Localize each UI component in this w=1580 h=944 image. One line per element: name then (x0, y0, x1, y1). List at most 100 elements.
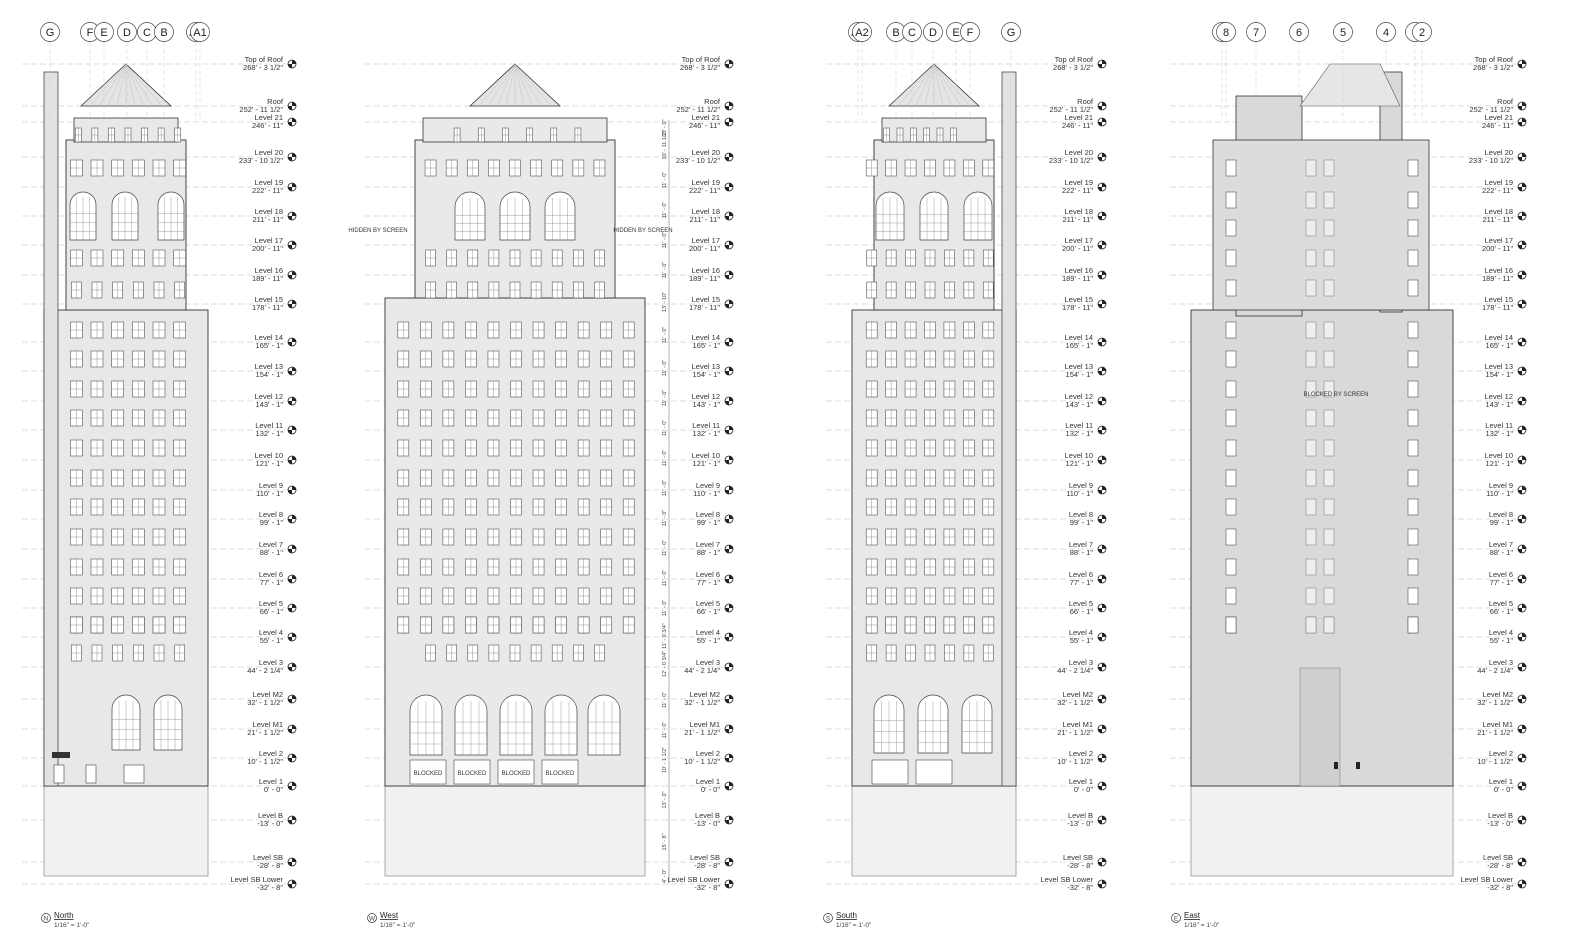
level-marker-fill (725, 725, 733, 733)
level-name: Level M2 (1483, 690, 1513, 699)
grid-bubble (852, 22, 872, 42)
level-elevation: 77' - 1" (697, 578, 721, 587)
level-marker-fill (1098, 816, 1106, 824)
window (1407, 528, 1419, 546)
window (1305, 616, 1317, 634)
level-marker-fill (725, 241, 733, 249)
grid-label: G (1007, 27, 1016, 39)
level-name: Level 3 (1489, 658, 1513, 667)
window (1323, 528, 1335, 546)
dimension-text: 11' - 0" (662, 390, 668, 407)
level-marker-fill (1518, 633, 1526, 641)
level-elevation: 121' - 1" (1486, 459, 1514, 468)
level-name: Level 21 (1065, 113, 1093, 122)
west-building: BLOCKED BLOCKED BLOCKED BLOCKED HIDDEN BY SC… (348, 63, 673, 877)
level-elevation: 154' - 1" (1066, 370, 1094, 379)
level-marker-fill (1518, 575, 1526, 583)
roof-hatch (906, 63, 935, 107)
level-marker-fill (725, 397, 733, 405)
blocked-label: BLOCKED (502, 771, 531, 777)
grid-bubble (960, 22, 980, 42)
level-elevation: 211' - 11" (1062, 215, 1093, 224)
level-marker-fill (725, 633, 733, 641)
window (1305, 321, 1317, 339)
level-marker-fill (1518, 153, 1526, 161)
level-elevation: 143' - 1" (693, 400, 721, 409)
grid-label: C (908, 27, 916, 39)
level-elevation: 154' - 1" (256, 370, 284, 379)
grid-label: A2 (855, 27, 868, 39)
level-name: Level 15 (1065, 295, 1093, 304)
level-elevation: 143' - 1" (1486, 400, 1514, 409)
level-marker-fill (725, 754, 733, 762)
grid-bubble (40, 22, 60, 42)
chimney (1001, 71, 1017, 787)
level-marker-fill (288, 367, 296, 375)
east-view-title: E East 1/16" = 1'-0" (1171, 911, 1220, 929)
level-marker-fill (1518, 663, 1526, 671)
level-name: Level 18 (1065, 207, 1093, 216)
window (1305, 469, 1317, 487)
level-name: Level 5 (1069, 599, 1093, 608)
level-name: Level 21 (1485, 113, 1513, 122)
grid-label: E (100, 27, 107, 39)
level-name: Level 9 (696, 481, 720, 490)
level-marker-fill (1098, 515, 1106, 523)
level-elevation: 21' - 1 1/2" (684, 728, 720, 737)
signage (52, 752, 70, 758)
roof-hatch (125, 63, 136, 107)
window (1407, 249, 1419, 267)
level-elevation: 165' - 1" (693, 341, 721, 350)
window (1323, 380, 1335, 398)
level-marker-fill (1098, 367, 1106, 375)
south-view-title: S South 1/16" = 1'-0" (823, 911, 872, 929)
level-name: Level 8 (259, 510, 283, 519)
level-name: Level 7 (1489, 540, 1513, 549)
window (1407, 380, 1419, 398)
grid-bubble (1376, 22, 1396, 42)
level-name: Level 2 (259, 749, 283, 758)
window (1407, 558, 1419, 576)
storefront (453, 759, 491, 785)
level-marker-fill (1518, 241, 1526, 249)
level-elevation: 66' - 1" (260, 607, 284, 616)
level-elevation: 200' - 11" (252, 244, 283, 253)
level-elevation: 178' - 11" (1062, 303, 1093, 312)
storefront (541, 759, 579, 785)
level-elevation: 44' - 2 1/4" (1057, 666, 1093, 675)
level-elevation: 165' - 1" (1486, 341, 1514, 350)
dimension-text: 11' - 0" (662, 262, 668, 279)
level-elevation: 189' - 11" (689, 274, 720, 283)
level-elevation: 252' - 11 1/2" (1469, 105, 1513, 114)
level-name: Level 16 (1065, 266, 1093, 275)
level-elevation: 32' - 1 1/2" (684, 698, 720, 707)
window (1225, 219, 1237, 237)
level-elevation: 222' - 11" (689, 186, 720, 195)
level-name: Level 2 (1069, 749, 1093, 758)
west-dimension-string: 13' - 0"10' - 11 1/2"11' - 0"11' - 0"11'… (662, 119, 670, 884)
level-name: Level SB Lower (667, 875, 720, 884)
blocked-note: BLOCKED BY SCREEN (1304, 392, 1369, 398)
level-name: Level 17 (1485, 236, 1513, 245)
window (1305, 191, 1317, 209)
window (1305, 279, 1317, 297)
dimension-text: 13' - 0" (662, 791, 668, 808)
level-elevation: 222' - 11" (252, 186, 283, 195)
level-marker-fill (1518, 725, 1526, 733)
level-elevation: 154' - 1" (1486, 370, 1514, 379)
level-elevation: 0' - 0" (1074, 785, 1093, 794)
level-marker-fill (725, 338, 733, 346)
level-elevation: 143' - 1" (1066, 400, 1094, 409)
dimension-text: 11' - 0" (662, 232, 668, 249)
window (1407, 498, 1419, 516)
south-building (851, 63, 1017, 877)
level-marker-fill (288, 338, 296, 346)
level-name: Level 8 (1489, 510, 1513, 519)
level-marker-fill (288, 725, 296, 733)
level-name: Level M2 (1063, 690, 1093, 699)
level-elevation: 121' - 1" (693, 459, 721, 468)
level-marker-fill (725, 456, 733, 464)
level-name: Level 13 (1065, 362, 1093, 371)
level-marker-fill (288, 300, 296, 308)
